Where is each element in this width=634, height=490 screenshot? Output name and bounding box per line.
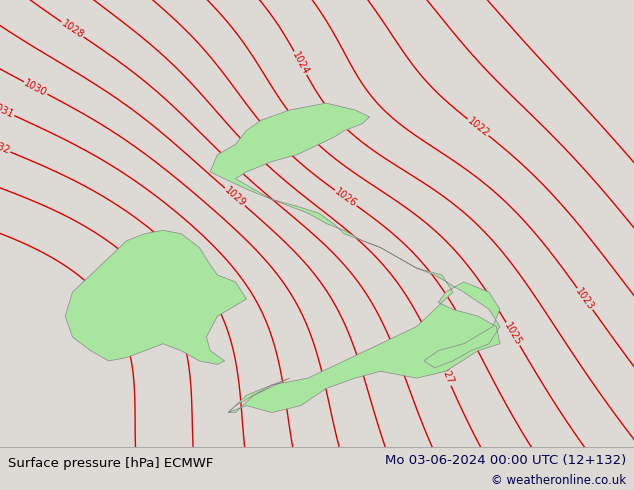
Text: 1022: 1022 bbox=[465, 116, 491, 139]
Text: 1030: 1030 bbox=[22, 78, 49, 98]
Text: 1023: 1023 bbox=[574, 286, 596, 312]
Text: 1025: 1025 bbox=[502, 321, 524, 347]
Text: © weatheronline.co.uk: © weatheronline.co.uk bbox=[491, 474, 626, 487]
Polygon shape bbox=[210, 103, 500, 413]
Text: Mo 03-06-2024 00:00 UTC (12+132): Mo 03-06-2024 00:00 UTC (12+132) bbox=[385, 454, 626, 467]
Text: 1032: 1032 bbox=[0, 138, 11, 156]
Text: 1031: 1031 bbox=[0, 100, 15, 120]
Text: Surface pressure [hPa] ECMWF: Surface pressure [hPa] ECMWF bbox=[8, 457, 213, 470]
Text: 1024: 1024 bbox=[290, 50, 311, 76]
Text: 1029: 1029 bbox=[223, 185, 247, 209]
Text: 1027: 1027 bbox=[436, 360, 455, 387]
Polygon shape bbox=[65, 230, 247, 365]
Text: 1028: 1028 bbox=[60, 18, 86, 41]
Text: 1026: 1026 bbox=[333, 187, 359, 209]
